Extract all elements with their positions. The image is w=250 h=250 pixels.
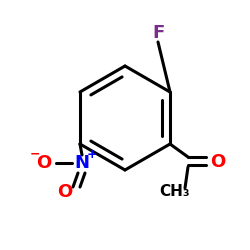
Text: O: O <box>210 153 226 171</box>
Text: −: − <box>30 148 40 160</box>
Text: N: N <box>74 154 90 172</box>
Text: F: F <box>152 24 164 42</box>
Text: O: O <box>58 183 72 201</box>
Text: +: + <box>87 148 97 160</box>
Text: CH₃: CH₃ <box>160 184 190 200</box>
Text: O: O <box>36 154 52 172</box>
